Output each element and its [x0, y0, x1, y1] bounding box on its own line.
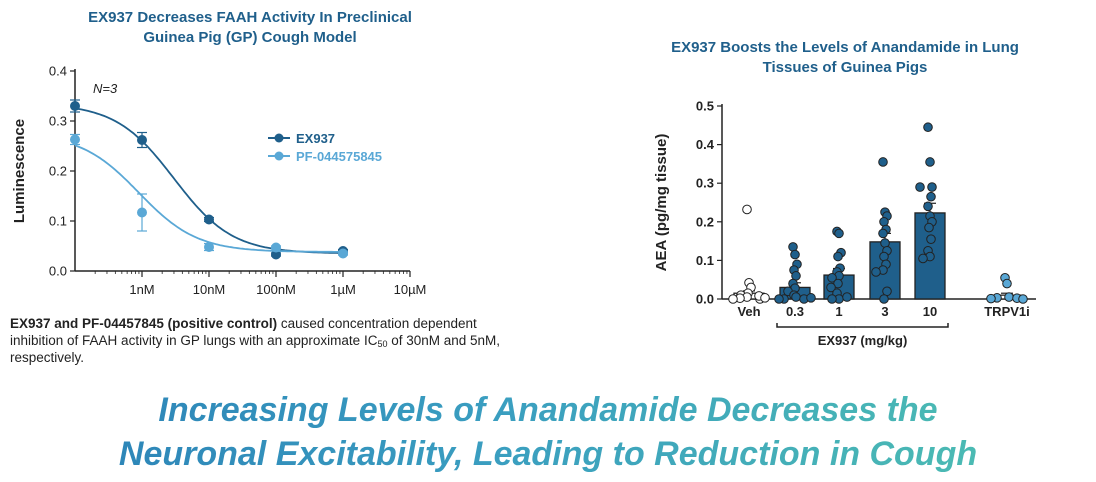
data-point-3 — [871, 267, 881, 277]
data-point-EX937 — [70, 101, 80, 111]
x-tick-label: 10µM — [394, 282, 427, 297]
right-chart-title: EX937 Boosts the Levels of Anandamide in… — [640, 38, 1050, 78]
data-point-PF-044575845 — [204, 242, 214, 252]
x-tick-label: 0.3 — [786, 304, 804, 319]
data-point-0.3 — [790, 249, 800, 260]
left-chart-title: EX937 Decreases FAAH Activity In Preclin… — [40, 8, 460, 48]
x-tick-label: 100nM — [256, 282, 296, 297]
data-point-10 — [927, 182, 937, 192]
data-point-10 — [923, 201, 933, 212]
headline-line2: Neuronal Excitability, Leading to Reduct… — [118, 435, 978, 473]
x-tick-label: 3 — [881, 304, 888, 319]
right-bar-chart: 0.0 0.1 0.2 0.3 0.4 0.5 AEA (pg/mg tissue) Veh 0… — [653, 99, 1036, 348]
data-point-10 — [923, 122, 933, 133]
data-point-TRPV1i — [1002, 278, 1012, 289]
right-title-line1: EX937 Boosts the Levels of Anandamide in… — [671, 39, 1019, 56]
y-tick-label: 0.0 — [49, 264, 67, 279]
data-point-10 — [925, 157, 935, 167]
y-tick-label: 0.5 — [696, 99, 714, 114]
data-point-EX937 — [204, 214, 214, 225]
caption-bold: EX937 and PF-04457845 (positive control) — [10, 316, 278, 331]
data-point-TRPV1i — [986, 293, 996, 304]
data-point-1 — [827, 272, 837, 283]
x-tick-label: TRPV1i — [984, 304, 1030, 319]
left-title-line1: EX937 Decreases FAAH Activity In Preclin… — [88, 9, 412, 26]
headline-line1: Increasing Levels of Anandamide Decrease… — [158, 391, 938, 429]
y-axis-label: AEA (pg/mg tissue) — [653, 134, 670, 272]
legend-marker — [274, 151, 284, 161]
data-point-10 — [926, 234, 936, 244]
x-tick-label: 10nM — [193, 282, 226, 297]
data-point-EX937 — [271, 249, 281, 260]
data-point-3 — [878, 157, 888, 167]
data-point-TRPV1i — [1004, 292, 1014, 302]
data-point-10 — [915, 182, 925, 192]
data-point-10 — [926, 191, 936, 202]
data-point-Veh — [728, 294, 738, 304]
x-tick-label: 10 — [923, 304, 937, 319]
y-tick-label: 0.0 — [696, 292, 714, 307]
left-title-line2: Guinea Pig (GP) Cough Model — [143, 29, 357, 46]
group-label: EX937 (mg/kg) — [818, 333, 908, 348]
caption-text: EX937 and PF-04457845 (positive control)… — [10, 315, 510, 366]
legend-label: EX937 — [296, 131, 335, 146]
y-tick-label: 0.2 — [49, 164, 67, 179]
data-point-3 — [879, 251, 889, 262]
y-tick-label: 0.3 — [696, 176, 714, 191]
data-point-10 — [924, 222, 934, 233]
y-tick-label: 0.4 — [696, 137, 715, 152]
right-title-line2: Tissues of Guinea Pigs — [762, 59, 928, 76]
data-point-0.3 — [791, 292, 801, 302]
data-point-3 — [880, 238, 890, 248]
data-point-3 — [879, 294, 889, 304]
caption-part1: caused concentration dependent inhibitio… — [10, 316, 477, 348]
x-tick-label: 1µM — [330, 282, 356, 297]
data-point-3 — [878, 228, 888, 239]
data-point-0.3 — [806, 293, 816, 303]
data-point-1 — [834, 228, 844, 239]
data-point-3 — [879, 217, 889, 227]
data-point-EX937 — [137, 135, 147, 145]
headline: Increasing Levels of Anandamide Decrease… — [0, 388, 1096, 476]
left-line-chart: 0.0 0.1 0.2 0.3 0.4 1nM 10nM 100nM 1µM 10µM Lumine… — [11, 64, 427, 298]
group-bracket — [776, 323, 949, 328]
x-tick-label: 1nM — [129, 282, 154, 297]
caption-ic-subscript: 50 — [377, 339, 388, 349]
x-tick-label: 1 — [835, 304, 842, 319]
annotation-n: N=3 — [93, 81, 118, 96]
data-point-PF-044575845 — [70, 134, 80, 145]
y-tick-label: 0.1 — [49, 214, 67, 229]
y-tick-label: 0.1 — [696, 253, 714, 268]
data-point-0.3 — [788, 242, 798, 252]
y-tick-label: 0.3 — [49, 114, 67, 129]
data-point-1 — [842, 292, 852, 302]
data-point-Veh — [760, 293, 770, 303]
legend-label: PF-044575845 — [296, 149, 382, 164]
data-point-1 — [826, 282, 836, 293]
data-point-TRPV1i — [1018, 294, 1028, 304]
caption-part2: of 30nM and 5nM, respectively. — [10, 333, 501, 365]
data-point-10 — [918, 253, 928, 264]
data-point-0.3 — [774, 294, 784, 304]
data-point-PF-044575845 — [338, 248, 348, 259]
y-axis-label: Luminescence — [11, 119, 28, 223]
data-point-1 — [827, 294, 837, 304]
data-point-Veh — [742, 204, 752, 215]
caption-ic: IC — [363, 333, 378, 348]
y-tick-label: 0.2 — [696, 214, 714, 229]
data-point-PF-044575845 — [271, 242, 281, 253]
y-tick-label: 0.4 — [49, 64, 67, 79]
data-point-PF-044575845 — [137, 207, 147, 218]
x-tick-label: Veh — [737, 304, 760, 319]
legend-marker — [274, 133, 284, 143]
data-point-1 — [833, 251, 843, 262]
